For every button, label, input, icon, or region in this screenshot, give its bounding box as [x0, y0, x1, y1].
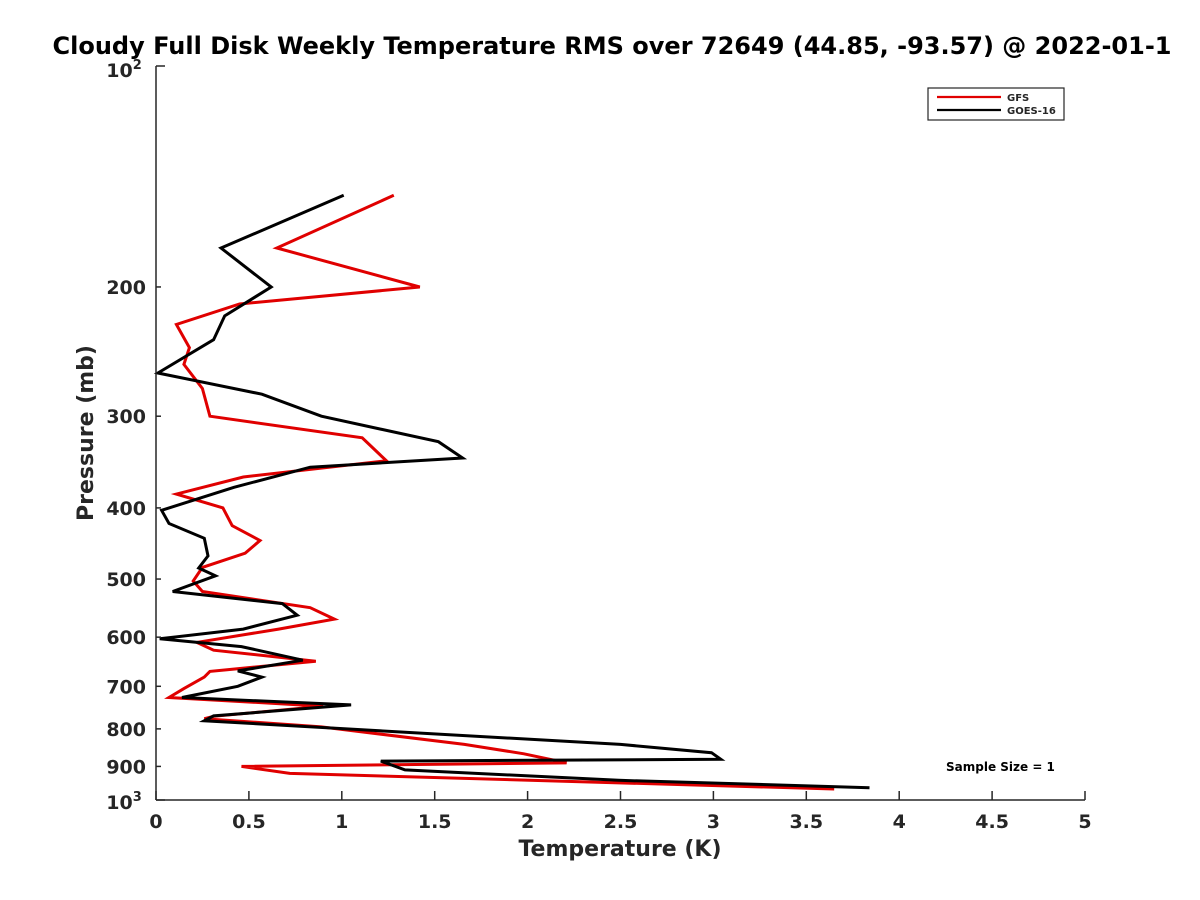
- x-tick-label: 1.5: [418, 811, 452, 833]
- plot-lines: [153, 193, 870, 791]
- legend-label-goes16: GOES-16: [1007, 106, 1056, 117]
- chart-title: Cloudy Full Disk Weekly Temperature RMS …: [53, 32, 1172, 60]
- x-tick-label: 4: [893, 811, 906, 833]
- x-tick-label: 1: [335, 811, 348, 833]
- x-tick-label: 0: [149, 811, 162, 833]
- series-line-goes16: [153, 193, 870, 790]
- x-tick-label: 4.5: [975, 811, 1009, 833]
- sample-size-annotation: Sample Size = 1: [946, 760, 1055, 774]
- y-axis-bottom-label: 103: [106, 790, 142, 814]
- x-tick-label: 3.5: [789, 811, 823, 833]
- x-tick-label: 5: [1078, 811, 1091, 833]
- y-tick-label: 600: [106, 627, 146, 649]
- y-axis-top-label: 102: [106, 58, 142, 82]
- x-axis-label: Temperature (K): [518, 837, 721, 862]
- legend: GFS GOES-16: [927, 87, 1065, 121]
- y-ticks: 200 300 400 500 600 700 800 900: [106, 65, 165, 801]
- y-tick-label: 700: [106, 676, 146, 698]
- legend-box: [927, 87, 1065, 121]
- y-tick-label: 800: [106, 719, 146, 741]
- x-tick-label: 0.5: [232, 811, 266, 833]
- y-axis-label: Pressure (mb): [74, 345, 99, 521]
- y-tick-label: 400: [106, 498, 146, 520]
- y-tick-label: 300: [106, 406, 146, 428]
- y-tick-label: 900: [106, 756, 146, 778]
- y-tick-label: 500: [106, 569, 146, 591]
- legend-label-gfs: GFS: [1007, 93, 1029, 104]
- x-tick-label: 2: [521, 811, 534, 833]
- x-ticks: 0 0.5 1 1.5 2 2.5 3 3.5 4 4.5 5: [149, 791, 1092, 833]
- x-tick-label: 3: [707, 811, 720, 833]
- x-tick-label: 2.5: [604, 811, 638, 833]
- y-tick-label: 200: [106, 277, 146, 299]
